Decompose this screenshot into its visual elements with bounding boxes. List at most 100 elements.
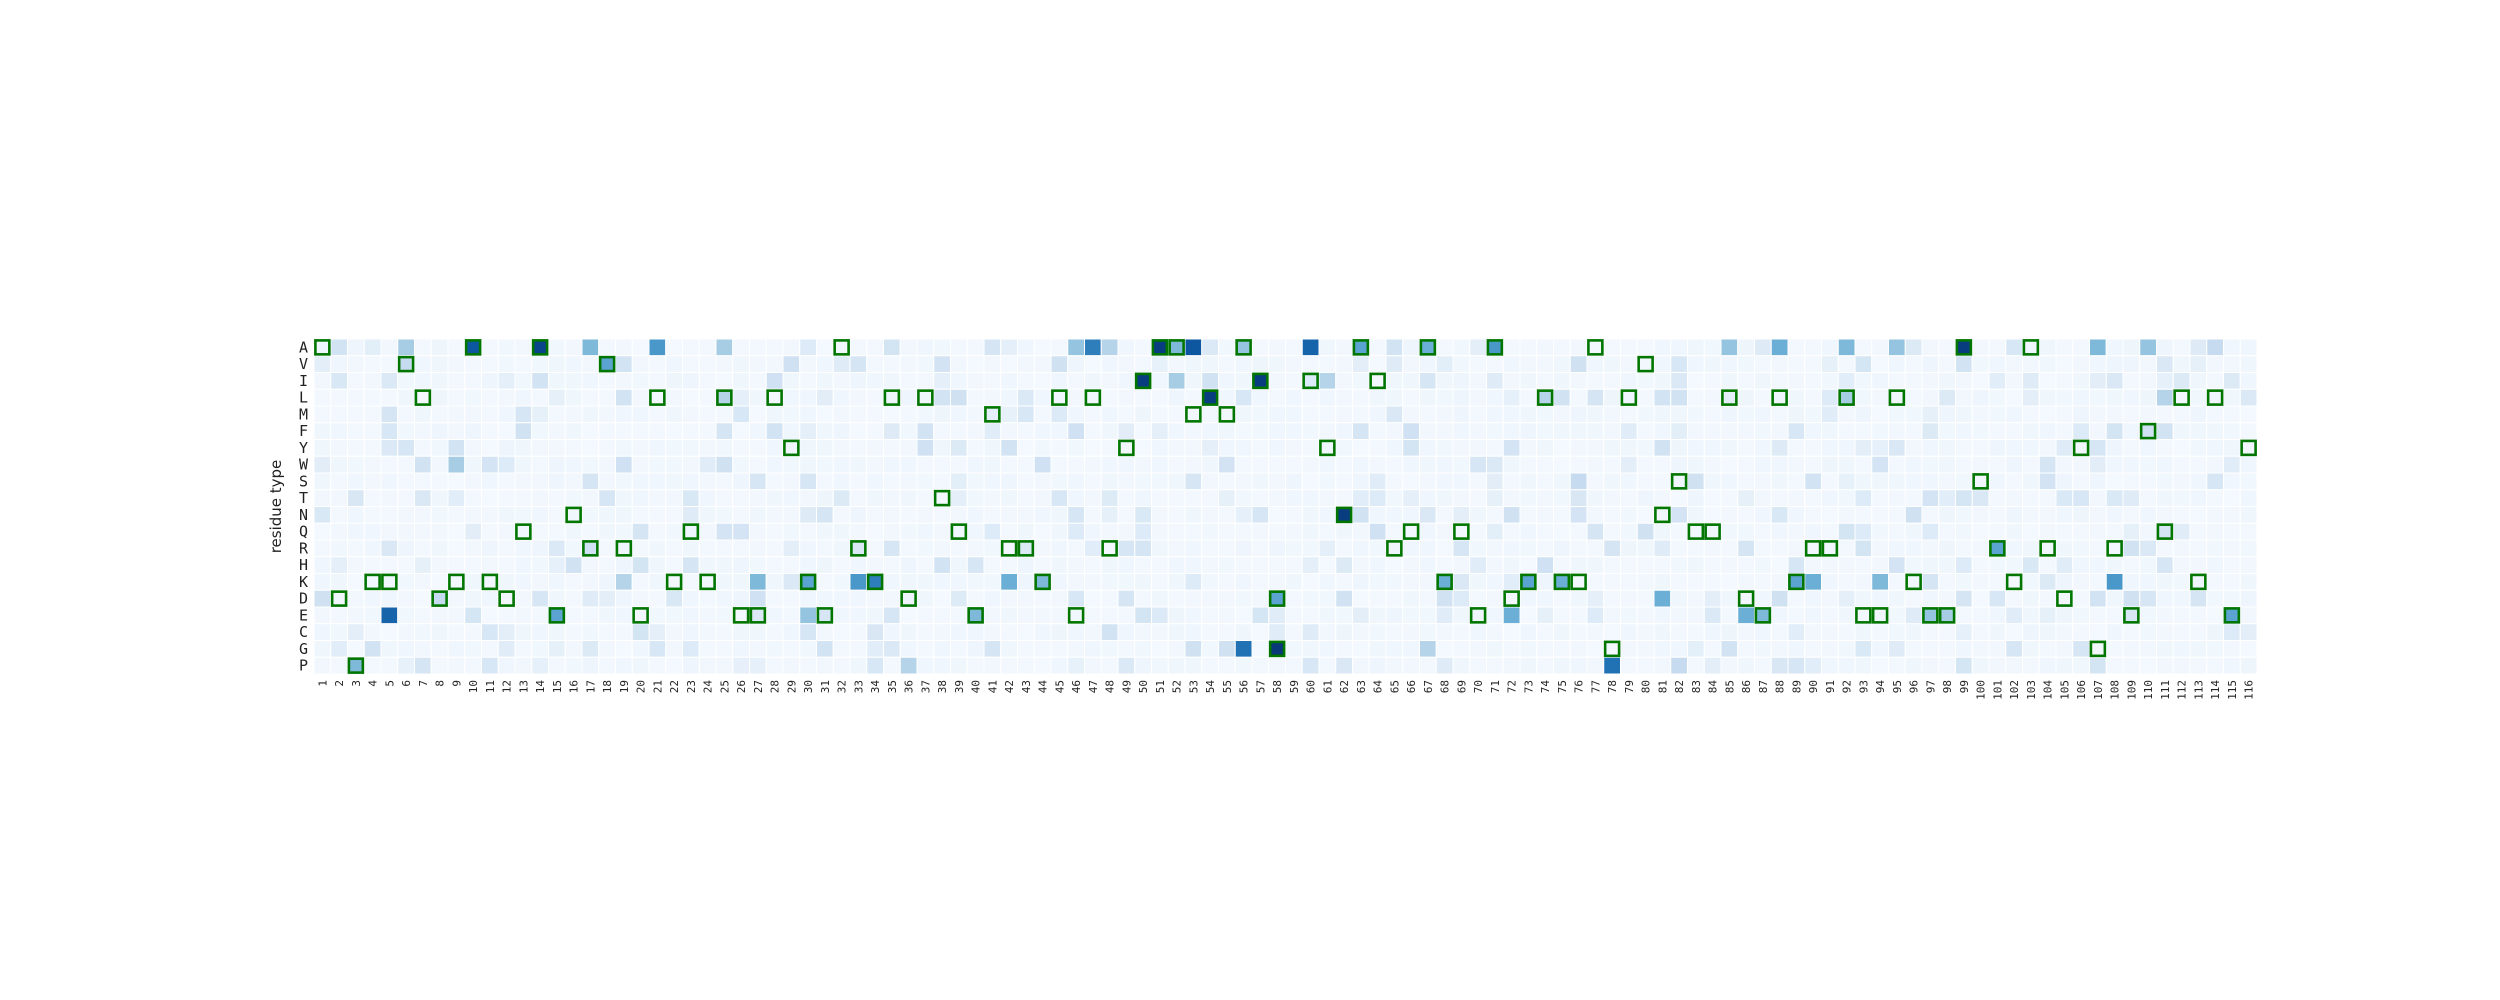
heatmap-cell: [866, 355, 884, 373]
x-tick-label: 90: [1807, 680, 1820, 693]
heatmap-cell: [1586, 489, 1605, 507]
heatmap-cell: [1871, 506, 1889, 524]
heatmap-cell: [1955, 640, 1973, 658]
heatmap-cell: [363, 606, 382, 625]
heatmap-cell: [1888, 455, 1906, 474]
heatmap-cell: [916, 606, 935, 625]
heatmap-cell: [363, 455, 382, 474]
heatmap-cell: [1201, 355, 1219, 373]
heatmap-cell: [1971, 439, 1990, 457]
heatmap-cell: [1017, 338, 1035, 357]
heatmap-cell: [2189, 606, 2208, 625]
heatmap-cell: [1854, 506, 1873, 524]
heatmap-cell: [1586, 656, 1605, 675]
heatmap-cell: [1938, 422, 1956, 440]
heatmap-cell: [631, 573, 650, 591]
heatmap-cell: [749, 589, 767, 608]
heatmap-cell: [481, 656, 499, 675]
heatmap-cell: [1971, 506, 1990, 524]
heatmap-cell: [397, 522, 415, 541]
highlight-box: [1754, 607, 1772, 624]
heatmap-cell: [514, 372, 533, 390]
heatmap-cell: [1134, 439, 1152, 457]
heatmap-cell: [1955, 589, 1973, 608]
heatmap-cell: [1301, 405, 1320, 424]
heatmap-cell: [983, 640, 1002, 658]
heatmap-cell: [866, 388, 884, 407]
highlight-box: [582, 540, 599, 557]
heatmap-cell: [849, 439, 868, 457]
heatmap-cell: [899, 640, 918, 658]
heatmap-cell: [2122, 388, 2141, 407]
heatmap-cell: [548, 439, 566, 457]
heatmap-cell: [849, 656, 868, 675]
heatmap-cell: [1687, 556, 1705, 574]
heatmap-cell: [849, 522, 868, 541]
heatmap-cell: [1084, 606, 1102, 625]
heatmap-cell: [1921, 506, 1940, 524]
heatmap-cell: [1653, 338, 1672, 357]
heatmap-cell: [1971, 556, 1990, 574]
heatmap-cell: [1888, 623, 1906, 641]
heatmap-cell: [1218, 539, 1236, 558]
heatmap-cell: [883, 489, 901, 507]
heatmap-cell: [1737, 455, 1755, 474]
x-tick-label: 91: [1824, 680, 1837, 693]
heatmap-cell: [1620, 640, 1638, 658]
heatmap-cell: [966, 372, 985, 390]
heatmap-cell: [816, 405, 834, 424]
heatmap-cell: [1368, 455, 1387, 474]
heatmap-cell: [615, 338, 633, 357]
heatmap-cell: [363, 422, 382, 440]
x-tick-label: 37: [919, 680, 932, 693]
heatmap-cell: [950, 372, 968, 390]
highlight-box: [1101, 540, 1118, 557]
heatmap-cell: [1536, 439, 1554, 457]
heatmap-cell: [1988, 506, 2007, 524]
heatmap-cell: [732, 589, 750, 608]
heatmap-cell: [1837, 623, 1856, 641]
heatmap-cell: [1218, 656, 1236, 675]
heatmap-cell: [1653, 606, 1672, 625]
heatmap-cell: [447, 606, 466, 625]
heatmap-cell: [1151, 640, 1169, 658]
heatmap-cell: [1117, 372, 1136, 390]
heatmap-cell: [397, 472, 415, 491]
heatmap-cell: [1536, 338, 1554, 357]
heatmap-cell: [1921, 589, 1940, 608]
heatmap-cell: [1955, 455, 1973, 474]
heatmap-cell: [1519, 506, 1538, 524]
heatmap-cell: [1017, 506, 1035, 524]
heatmap-cell: [916, 439, 935, 457]
heatmap-cell: [1988, 338, 2007, 357]
heatmap-cell: [330, 556, 348, 574]
heatmap-cell: [481, 506, 499, 524]
heatmap-cell: [1067, 589, 1085, 608]
heatmap-cell: [363, 623, 382, 641]
heatmap-cell: [1569, 355, 1588, 373]
heatmap-cell: [2156, 422, 2174, 440]
x-tick-label: 67: [1422, 680, 1435, 693]
heatmap-cell: [832, 405, 851, 424]
heatmap-cell: [1553, 539, 1571, 558]
heatmap-cell: [2239, 372, 2258, 390]
y-tick-label: L: [299, 389, 308, 407]
heatmap-cell: [1251, 472, 1270, 491]
heatmap-cell: [464, 606, 482, 625]
heatmap-cell: [966, 522, 985, 541]
heatmap-cell: [1754, 355, 1772, 373]
heatmap-cell: [1988, 606, 2007, 625]
heatmap-cell: [715, 338, 734, 357]
y-tick-label: A: [299, 338, 308, 356]
heatmap-cell: [1904, 623, 1923, 641]
heatmap-cell: [1670, 589, 1688, 608]
x-tick-label: 83: [1690, 680, 1703, 693]
heatmap-cell: [883, 472, 901, 491]
heatmap-cell: [2122, 589, 2141, 608]
heatmap-cell: [1653, 589, 1672, 608]
heatmap-cell: [1117, 472, 1136, 491]
highlight-box: [933, 489, 951, 507]
heatmap-cell: [715, 372, 734, 390]
heatmap-cell: [1385, 556, 1404, 574]
heatmap-cell: [1502, 388, 1521, 407]
